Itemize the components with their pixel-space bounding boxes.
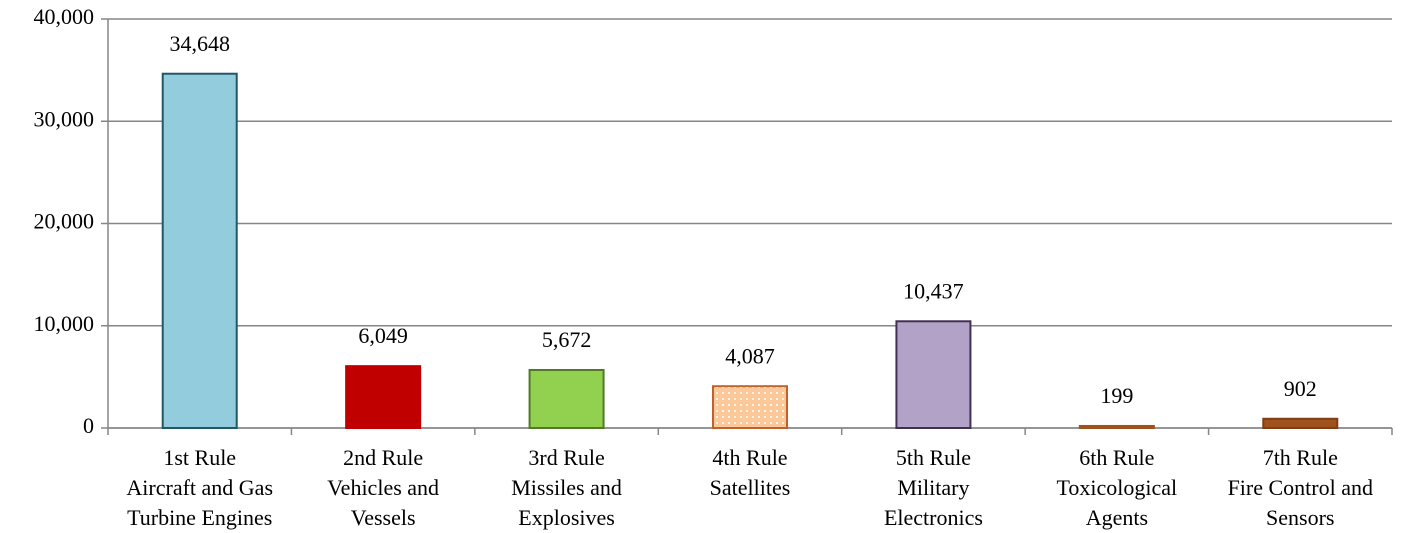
value-label: 34,648 [169, 31, 230, 56]
bar [1078, 424, 1155, 429]
bar [1262, 417, 1339, 429]
x-tick-label: Fire Control and [1228, 475, 1373, 500]
x-tick-label: 5th Rule [896, 445, 971, 470]
x-tick-label: Missiles and [511, 475, 622, 500]
x-tick-label: Sensors [1266, 505, 1334, 530]
x-tick-label: Electronics [884, 505, 983, 530]
x-tick-label: Military [897, 475, 969, 500]
y-tick-label: 40,000 [34, 4, 95, 29]
x-tick-label: Satellites [710, 475, 791, 500]
y-tick-label: 10,000 [34, 311, 95, 336]
x-tick-label: Vessels [351, 505, 416, 530]
x-tick-label: 1st Rule [163, 445, 236, 470]
bar [345, 365, 422, 430]
x-tick-label: Toxicological [1057, 475, 1178, 500]
x-tick-label: 7th Rule [1263, 445, 1338, 470]
value-label: 5,672 [542, 327, 592, 352]
x-tick-label: Aircraft and Gas [126, 475, 273, 500]
x-tick-label: Agents [1086, 505, 1148, 530]
x-tick-label: Explosives [518, 505, 615, 530]
y-tick-label: 30,000 [34, 106, 95, 131]
value-label: 10,437 [903, 278, 964, 303]
x-tick-label: Vehicles and [327, 475, 439, 500]
value-label: 902 [1284, 376, 1317, 401]
bar [895, 320, 972, 429]
x-tick-label: 3rd Rule [528, 445, 604, 470]
value-label: 6,049 [358, 323, 408, 348]
bar [528, 369, 605, 430]
x-tick-label: 2nd Rule [343, 445, 423, 470]
y-tick-label: 20,000 [34, 209, 95, 234]
x-tick-label: 6th Rule [1079, 445, 1154, 470]
x-tick-label: 4th Rule [712, 445, 787, 470]
value-label: 199 [1100, 383, 1133, 408]
y-tick-label: 0 [83, 413, 94, 438]
bar-pattern [714, 387, 786, 427]
value-label: 4,087 [725, 343, 775, 368]
x-tick-label: Turbine Engines [127, 505, 272, 530]
bar [161, 72, 238, 429]
